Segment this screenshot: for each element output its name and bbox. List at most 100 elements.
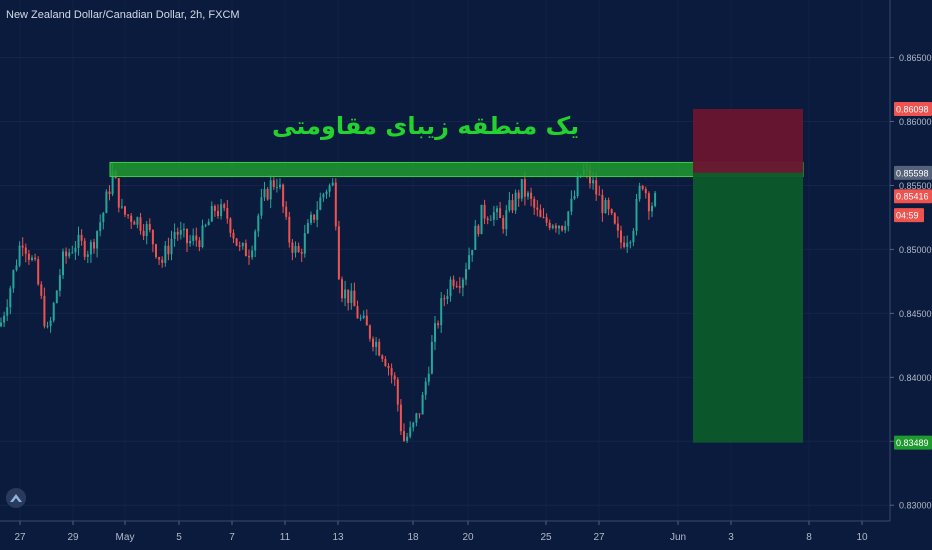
price-tick-label: 0.86000	[899, 117, 932, 127]
candle-body	[244, 243, 247, 257]
candle-body	[105, 191, 108, 214]
candle-body	[322, 194, 325, 198]
candle-body	[148, 224, 151, 230]
candle-body	[620, 230, 622, 243]
time-tick-label: 11	[280, 532, 291, 543]
candle-body	[34, 257, 37, 260]
candle-body	[527, 192, 529, 197]
candle-body	[235, 238, 238, 246]
candle-body	[567, 211, 570, 226]
candle-body	[229, 218, 232, 233]
time-axis[interactable]: 27 29 May 5 7 11 13 18 20 25 27 Jun 3 8 10	[14, 521, 868, 543]
candle-body	[536, 207, 539, 210]
candle-body	[49, 320, 52, 326]
candle-body	[254, 231, 257, 251]
candle-body	[399, 404, 402, 432]
candle-body	[375, 341, 378, 347]
candle-body	[381, 355, 384, 360]
tradingview-logo-icon[interactable]	[6, 488, 26, 508]
candle-body	[167, 245, 170, 255]
chart-title: New Zealand Dollar/Canadian Dollar, 2h, …	[6, 9, 240, 21]
candle-body	[604, 200, 607, 214]
candle-body	[486, 218, 489, 220]
candle-body	[533, 198, 536, 208]
candle-body	[55, 290, 58, 304]
candle-body	[291, 242, 294, 253]
candle-body	[18, 245, 21, 266]
candle-body	[452, 279, 455, 286]
time-tick-label: 7	[229, 532, 235, 543]
candle-body	[511, 200, 514, 211]
candle-body	[378, 341, 381, 356]
candle-body	[626, 242, 629, 247]
candle-body	[421, 394, 424, 415]
candle-body	[517, 192, 520, 199]
candle-body	[561, 225, 564, 231]
candle-body	[117, 178, 120, 208]
candle-body	[458, 285, 461, 288]
candle-body	[248, 256, 250, 258]
candle-body	[443, 298, 446, 300]
candle-body	[647, 193, 650, 212]
candle-body	[635, 198, 638, 231]
candle-body	[179, 230, 182, 235]
candle-body	[474, 225, 477, 250]
candle-body	[133, 221, 136, 225]
candle-body	[303, 233, 306, 254]
candle-body	[520, 179, 523, 199]
candle-body	[86, 254, 89, 257]
candle-body	[644, 189, 647, 194]
price-label: 0.86098	[894, 101, 932, 116]
candle-body	[316, 209, 319, 220]
candle-body	[365, 315, 368, 326]
candle-body	[477, 225, 480, 235]
candle-body	[306, 223, 309, 234]
candle-body	[449, 279, 452, 297]
candle-body	[266, 189, 269, 200]
candle-body	[71, 252, 74, 254]
candle-body	[37, 259, 40, 285]
candle-body	[182, 228, 185, 231]
candle-body	[390, 368, 393, 376]
price-tick-label: 0.85500	[899, 181, 932, 191]
candle-body	[341, 279, 343, 299]
candle-body	[396, 379, 399, 405]
candle-body	[496, 208, 498, 213]
candle-body	[251, 250, 254, 258]
time-tick-label: 25	[540, 532, 552, 543]
candle-body	[21, 245, 24, 248]
candle-body	[607, 200, 610, 210]
price-labels: 0.86098 0.85598 0.85416 04:59 0.83489	[894, 101, 932, 450]
price-tick-label: 0.85000	[899, 245, 932, 255]
price-label-bg	[894, 165, 932, 180]
take-profit-zone[interactable]	[693, 172, 803, 443]
candle-body	[232, 232, 235, 239]
candle-body	[592, 180, 595, 184]
candle-body	[282, 184, 285, 207]
candle-body	[217, 210, 219, 217]
candle-body	[632, 230, 635, 243]
candle-body	[238, 245, 241, 247]
candle-body	[530, 192, 533, 199]
candle-body	[570, 198, 573, 212]
candle-body	[158, 257, 161, 260]
candle-body	[337, 226, 340, 280]
price-label: 0.83489	[894, 435, 932, 450]
candle-body	[285, 206, 288, 217]
candle-body	[124, 206, 126, 215]
candle-body	[368, 325, 371, 339]
candle-body	[192, 235, 195, 241]
candle-body	[3, 315, 6, 323]
stop-loss-zone[interactable]	[693, 108, 803, 173]
candle-body	[241, 243, 244, 247]
candle-body	[505, 210, 508, 230]
candle-body	[58, 275, 61, 291]
candle-body	[523, 179, 526, 197]
candle-body	[300, 252, 303, 254]
candle-body	[102, 213, 105, 223]
candle-body	[344, 289, 347, 299]
candle-body	[440, 298, 443, 326]
candle-body	[651, 205, 653, 212]
time-tick-label: 27	[593, 532, 605, 543]
